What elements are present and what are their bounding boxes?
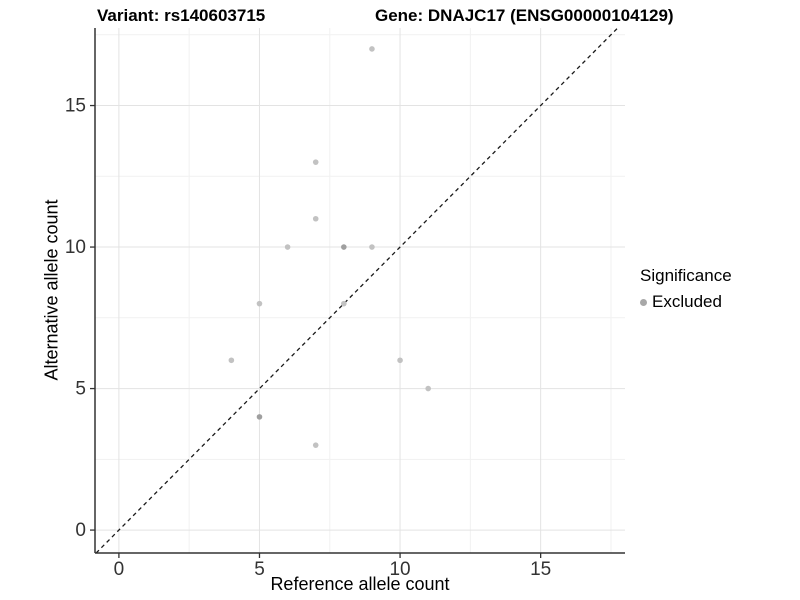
excluded-point-icon: [640, 298, 647, 306]
data-point: [256, 414, 263, 420]
data-point: [312, 215, 319, 222]
identity-line: [95, 27, 619, 554]
data-point: [312, 159, 319, 165]
variant-title: Variant: rs140603715: [97, 6, 266, 25]
x-tick-label: 0: [114, 559, 125, 580]
data-point: [256, 300, 263, 307]
y-axis-title: Alternative allele count: [41, 199, 62, 381]
x-tick-label: 10: [389, 559, 410, 580]
data-point: [341, 244, 347, 250]
y-tick-label: 15: [65, 96, 86, 117]
y-tick-label: 5: [75, 379, 86, 400]
x-tick-label: 5: [254, 559, 265, 580]
x-axis-title: Reference allele count: [270, 574, 450, 594]
legend-title: Significance: [640, 266, 732, 285]
legend-item-label: Excluded: [652, 292, 722, 311]
data-point: [369, 46, 375, 52]
data-point: [397, 357, 403, 364]
data-point: [369, 244, 375, 250]
legend: Significance Excluded: [640, 266, 732, 312]
gene-title: Gene: DNAJC17 (ENSG00000104129): [375, 6, 674, 25]
data-point: [228, 357, 235, 364]
legend-item-excluded: Excluded: [640, 292, 732, 312]
data-point: [312, 442, 319, 448]
y-tick-label: 0: [75, 520, 86, 541]
y-tick-label: 10: [65, 237, 86, 258]
data-point: [341, 300, 347, 307]
x-tick-label: 15: [530, 559, 551, 580]
data-point: [425, 385, 431, 392]
data-point: [284, 244, 291, 250]
